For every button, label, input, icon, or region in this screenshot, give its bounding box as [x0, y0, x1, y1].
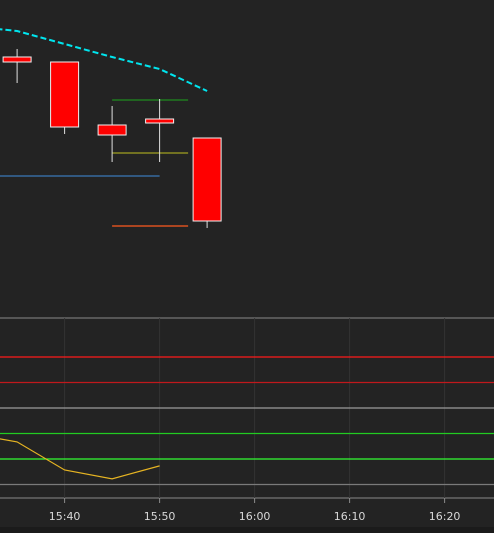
series-line	[0, 28, 208, 92]
series-line	[0, 438, 160, 480]
x-tick-label: 16:20	[429, 510, 461, 523]
x-tick-label: 16:00	[239, 510, 271, 523]
indicator-pane	[0, 318, 494, 498]
candle-body	[97, 124, 127, 136]
x-tick-label: 15:40	[49, 510, 81, 523]
candle-body	[50, 61, 80, 128]
x-tick-label: 16:10	[334, 510, 366, 523]
x-axis: 15:40 15:50 16:00 16:10 16:20	[49, 498, 461, 523]
candle-body	[192, 137, 222, 222]
scroll-strip	[0, 527, 494, 533]
x-tick-label: 15:50	[144, 510, 176, 523]
candle-body	[2, 56, 32, 63]
candle-body	[145, 118, 175, 124]
price-pane	[0, 28, 222, 228]
